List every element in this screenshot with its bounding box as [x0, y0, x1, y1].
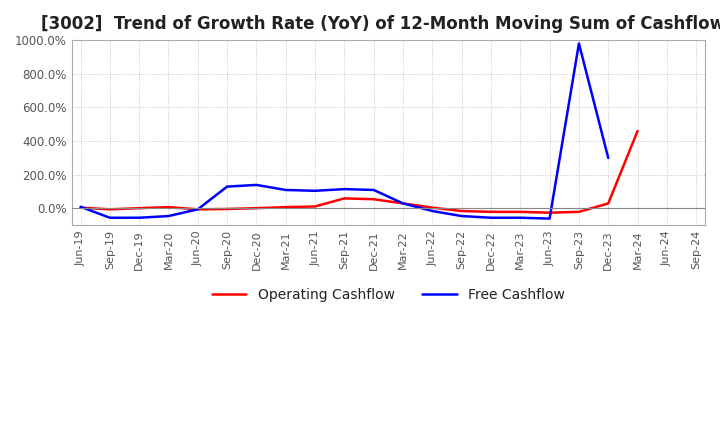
Operating Cashflow: [222, 206, 231, 212]
Legend: Operating Cashflow, Free Cashflow: Operating Cashflow, Free Cashflow: [206, 282, 570, 307]
Operating Cashflow: [604, 201, 613, 206]
Line: Operating Cashflow: Operating Cashflow: [81, 131, 638, 213]
Free Cashflow: [76, 204, 85, 209]
Free Cashflow: [399, 201, 408, 206]
Free Cashflow: [428, 209, 436, 214]
Free Cashflow: [311, 188, 320, 194]
Operating Cashflow: [164, 205, 173, 210]
Free Cashflow: [252, 182, 261, 187]
Operating Cashflow: [106, 207, 114, 212]
Operating Cashflow: [340, 196, 348, 201]
Free Cashflow: [575, 41, 583, 46]
Free Cashflow: [340, 187, 348, 192]
Free Cashflow: [516, 215, 525, 220]
Free Cashflow: [106, 215, 114, 220]
Free Cashflow: [282, 187, 290, 193]
Operating Cashflow: [516, 209, 525, 214]
Operating Cashflow: [428, 205, 436, 210]
Operating Cashflow: [76, 205, 85, 210]
Free Cashflow: [487, 215, 495, 220]
Operating Cashflow: [369, 197, 378, 202]
Free Cashflow: [457, 213, 466, 219]
Free Cashflow: [164, 213, 173, 219]
Operating Cashflow: [457, 209, 466, 214]
Free Cashflow: [369, 187, 378, 193]
Operating Cashflow: [194, 207, 202, 212]
Operating Cashflow: [252, 205, 261, 211]
Line: Free Cashflow: Free Cashflow: [81, 44, 608, 219]
Operating Cashflow: [487, 209, 495, 214]
Free Cashflow: [545, 216, 554, 221]
Operating Cashflow: [634, 128, 642, 134]
Operating Cashflow: [545, 210, 554, 215]
Operating Cashflow: [399, 201, 408, 206]
Operating Cashflow: [575, 209, 583, 214]
Free Cashflow: [194, 207, 202, 212]
Operating Cashflow: [135, 205, 143, 211]
Free Cashflow: [604, 155, 613, 161]
Free Cashflow: [222, 184, 231, 189]
Title: [3002]  Trend of Growth Rate (YoY) of 12-Month Moving Sum of Cashflows: [3002] Trend of Growth Rate (YoY) of 12-…: [42, 15, 720, 33]
Operating Cashflow: [311, 204, 320, 209]
Free Cashflow: [135, 215, 143, 220]
Operating Cashflow: [282, 205, 290, 210]
